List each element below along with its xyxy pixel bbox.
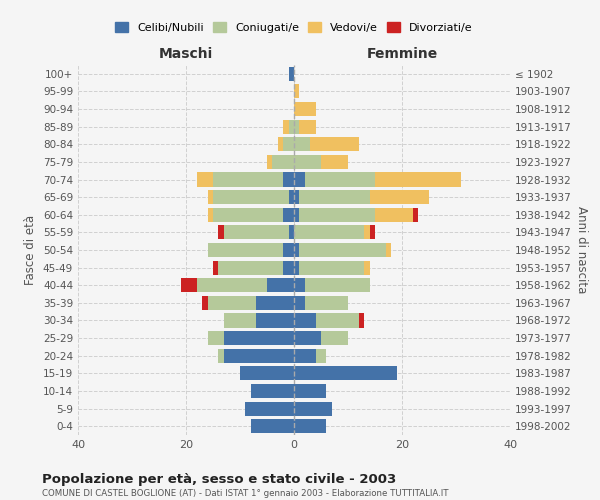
Bar (299, 190, 370, 204)
Bar (289, 67, 294, 81)
Bar (218, 260, 283, 274)
Y-axis label: Fasce di età: Fasce di età (25, 215, 37, 285)
Bar (294, 278, 305, 292)
Bar (213, 208, 283, 222)
Bar (197, 172, 213, 186)
Bar (208, 331, 224, 345)
Bar (294, 172, 305, 186)
Bar (359, 314, 364, 328)
Bar (305, 278, 370, 292)
Text: Maschi: Maschi (159, 48, 213, 62)
Bar (224, 348, 294, 363)
Bar (294, 366, 397, 380)
Bar (299, 208, 375, 222)
Bar (375, 208, 413, 222)
Bar (283, 260, 294, 274)
Bar (294, 331, 321, 345)
Bar (256, 314, 294, 328)
Bar (278, 137, 283, 152)
Bar (370, 190, 429, 204)
Bar (283, 243, 294, 257)
Bar (283, 172, 294, 186)
Bar (289, 120, 294, 134)
Bar (305, 172, 375, 186)
Y-axis label: Anni di nascita: Anni di nascita (575, 206, 588, 294)
Legend: Celibi/Nubili, Coniugati/e, Vedovi/e, Divorziati/e: Celibi/Nubili, Coniugati/e, Vedovi/e, Di… (112, 19, 476, 36)
Bar (305, 296, 348, 310)
Bar (294, 384, 326, 398)
Bar (224, 226, 289, 239)
Text: Femmine: Femmine (367, 48, 437, 62)
Bar (386, 243, 391, 257)
Bar (294, 208, 299, 222)
Bar (267, 155, 272, 169)
Bar (364, 260, 370, 274)
Bar (218, 348, 224, 363)
Bar (310, 137, 359, 152)
Bar (208, 208, 213, 222)
Bar (321, 331, 348, 345)
Bar (224, 331, 294, 345)
Bar (294, 190, 299, 204)
Bar (294, 314, 316, 328)
Bar (294, 419, 326, 433)
Bar (294, 226, 364, 239)
Bar (370, 226, 375, 239)
Bar (316, 314, 359, 328)
Text: Popolazione per età, sesso e stato civile - 2003: Popolazione per età, sesso e stato civil… (42, 472, 396, 486)
Bar (294, 296, 305, 310)
Bar (224, 314, 256, 328)
Bar (208, 190, 213, 204)
Bar (321, 155, 348, 169)
Bar (218, 226, 224, 239)
Bar (272, 155, 294, 169)
Bar (256, 296, 294, 310)
Bar (289, 190, 294, 204)
Bar (213, 172, 283, 186)
Bar (294, 260, 299, 274)
Bar (267, 278, 294, 292)
Bar (251, 419, 294, 433)
Bar (245, 402, 294, 415)
Bar (316, 348, 326, 363)
Bar (213, 190, 289, 204)
Bar (294, 120, 299, 134)
Bar (294, 402, 332, 415)
Bar (413, 208, 418, 222)
Text: COMUNE DI CASTEL BOGLIONE (AT) - Dati ISTAT 1° gennaio 2003 - Elaborazione TUTTI: COMUNE DI CASTEL BOGLIONE (AT) - Dati IS… (42, 489, 449, 498)
Bar (240, 366, 294, 380)
Bar (294, 348, 316, 363)
Bar (294, 84, 299, 98)
Bar (181, 278, 197, 292)
Bar (213, 260, 218, 274)
Bar (294, 243, 299, 257)
Bar (299, 120, 316, 134)
Bar (251, 384, 294, 398)
Bar (294, 102, 316, 116)
Bar (299, 260, 364, 274)
Bar (294, 137, 310, 152)
Bar (375, 172, 461, 186)
Bar (197, 278, 267, 292)
Bar (283, 208, 294, 222)
Bar (202, 296, 208, 310)
Bar (364, 226, 370, 239)
Bar (294, 155, 321, 169)
Bar (283, 120, 289, 134)
Bar (283, 137, 294, 152)
Bar (208, 243, 283, 257)
Bar (289, 226, 294, 239)
Bar (299, 243, 386, 257)
Bar (208, 296, 256, 310)
